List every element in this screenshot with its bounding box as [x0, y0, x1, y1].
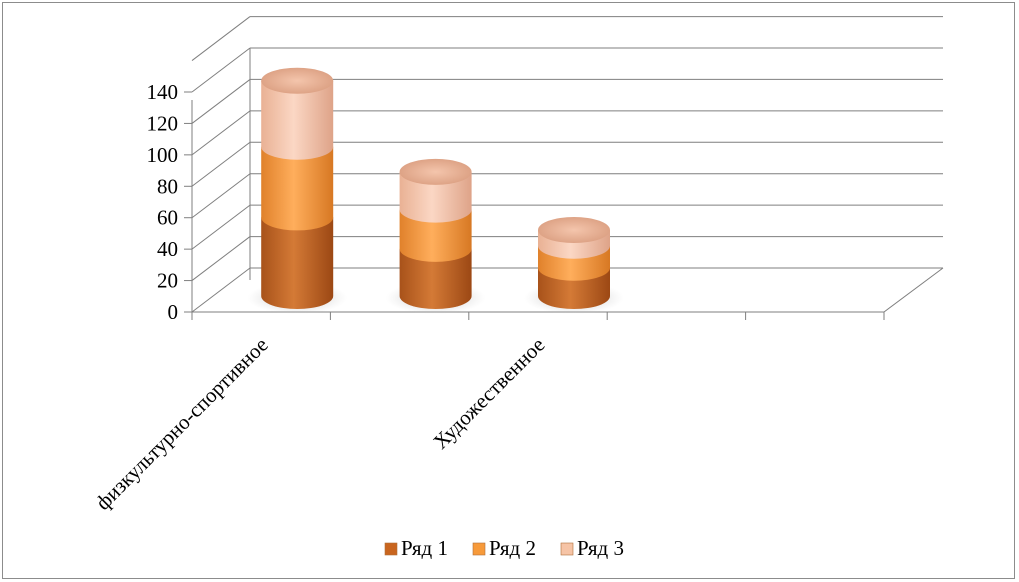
y-tick-label: 40 — [157, 237, 178, 261]
legend-label: Ряд 3 — [577, 536, 624, 560]
gridline-side — [191, 236, 251, 281]
bar-segment — [261, 146, 334, 231]
y-tick-label: 140 — [147, 80, 179, 104]
gridline-side — [191, 204, 251, 250]
bars — [247, 67, 624, 314]
legend-swatch — [472, 542, 486, 556]
bar-segment — [399, 171, 472, 223]
gridline-side — [191, 141, 251, 187]
legend: Ряд 1 Ряд 2 Ряд 3 — [384, 536, 624, 560]
legend-label: Ряд 1 — [401, 536, 448, 560]
y-axis: 0 20 40 60 80 100 120 140 — [147, 80, 192, 324]
bar-segment — [261, 80, 334, 160]
gridline-side — [191, 79, 251, 124]
gridline-side — [191, 110, 251, 156]
gridlines — [191, 16, 943, 313]
y-tick-label: 0 — [168, 300, 179, 324]
bar-segment — [399, 209, 472, 262]
y-tick-label: 60 — [157, 206, 178, 230]
bar-top-cap — [261, 67, 334, 94]
bar-segment — [261, 217, 334, 309]
bar-top-cap — [538, 217, 610, 243]
legend-swatch — [560, 542, 574, 556]
gridline-side — [191, 16, 251, 61]
y-tick-label: 20 — [157, 269, 178, 293]
gridline-side — [191, 173, 251, 219]
y-tick-label: 80 — [157, 174, 178, 198]
bar-top-cap — [399, 158, 472, 185]
bar-segment — [399, 248, 472, 309]
y-tick-label: 120 — [147, 111, 179, 135]
legend-label: Ряд 2 — [489, 536, 536, 560]
y-tick-label: 100 — [147, 143, 179, 167]
gridline-side — [191, 47, 251, 93]
gridline-side — [191, 267, 251, 313]
legend-swatch — [384, 542, 398, 556]
